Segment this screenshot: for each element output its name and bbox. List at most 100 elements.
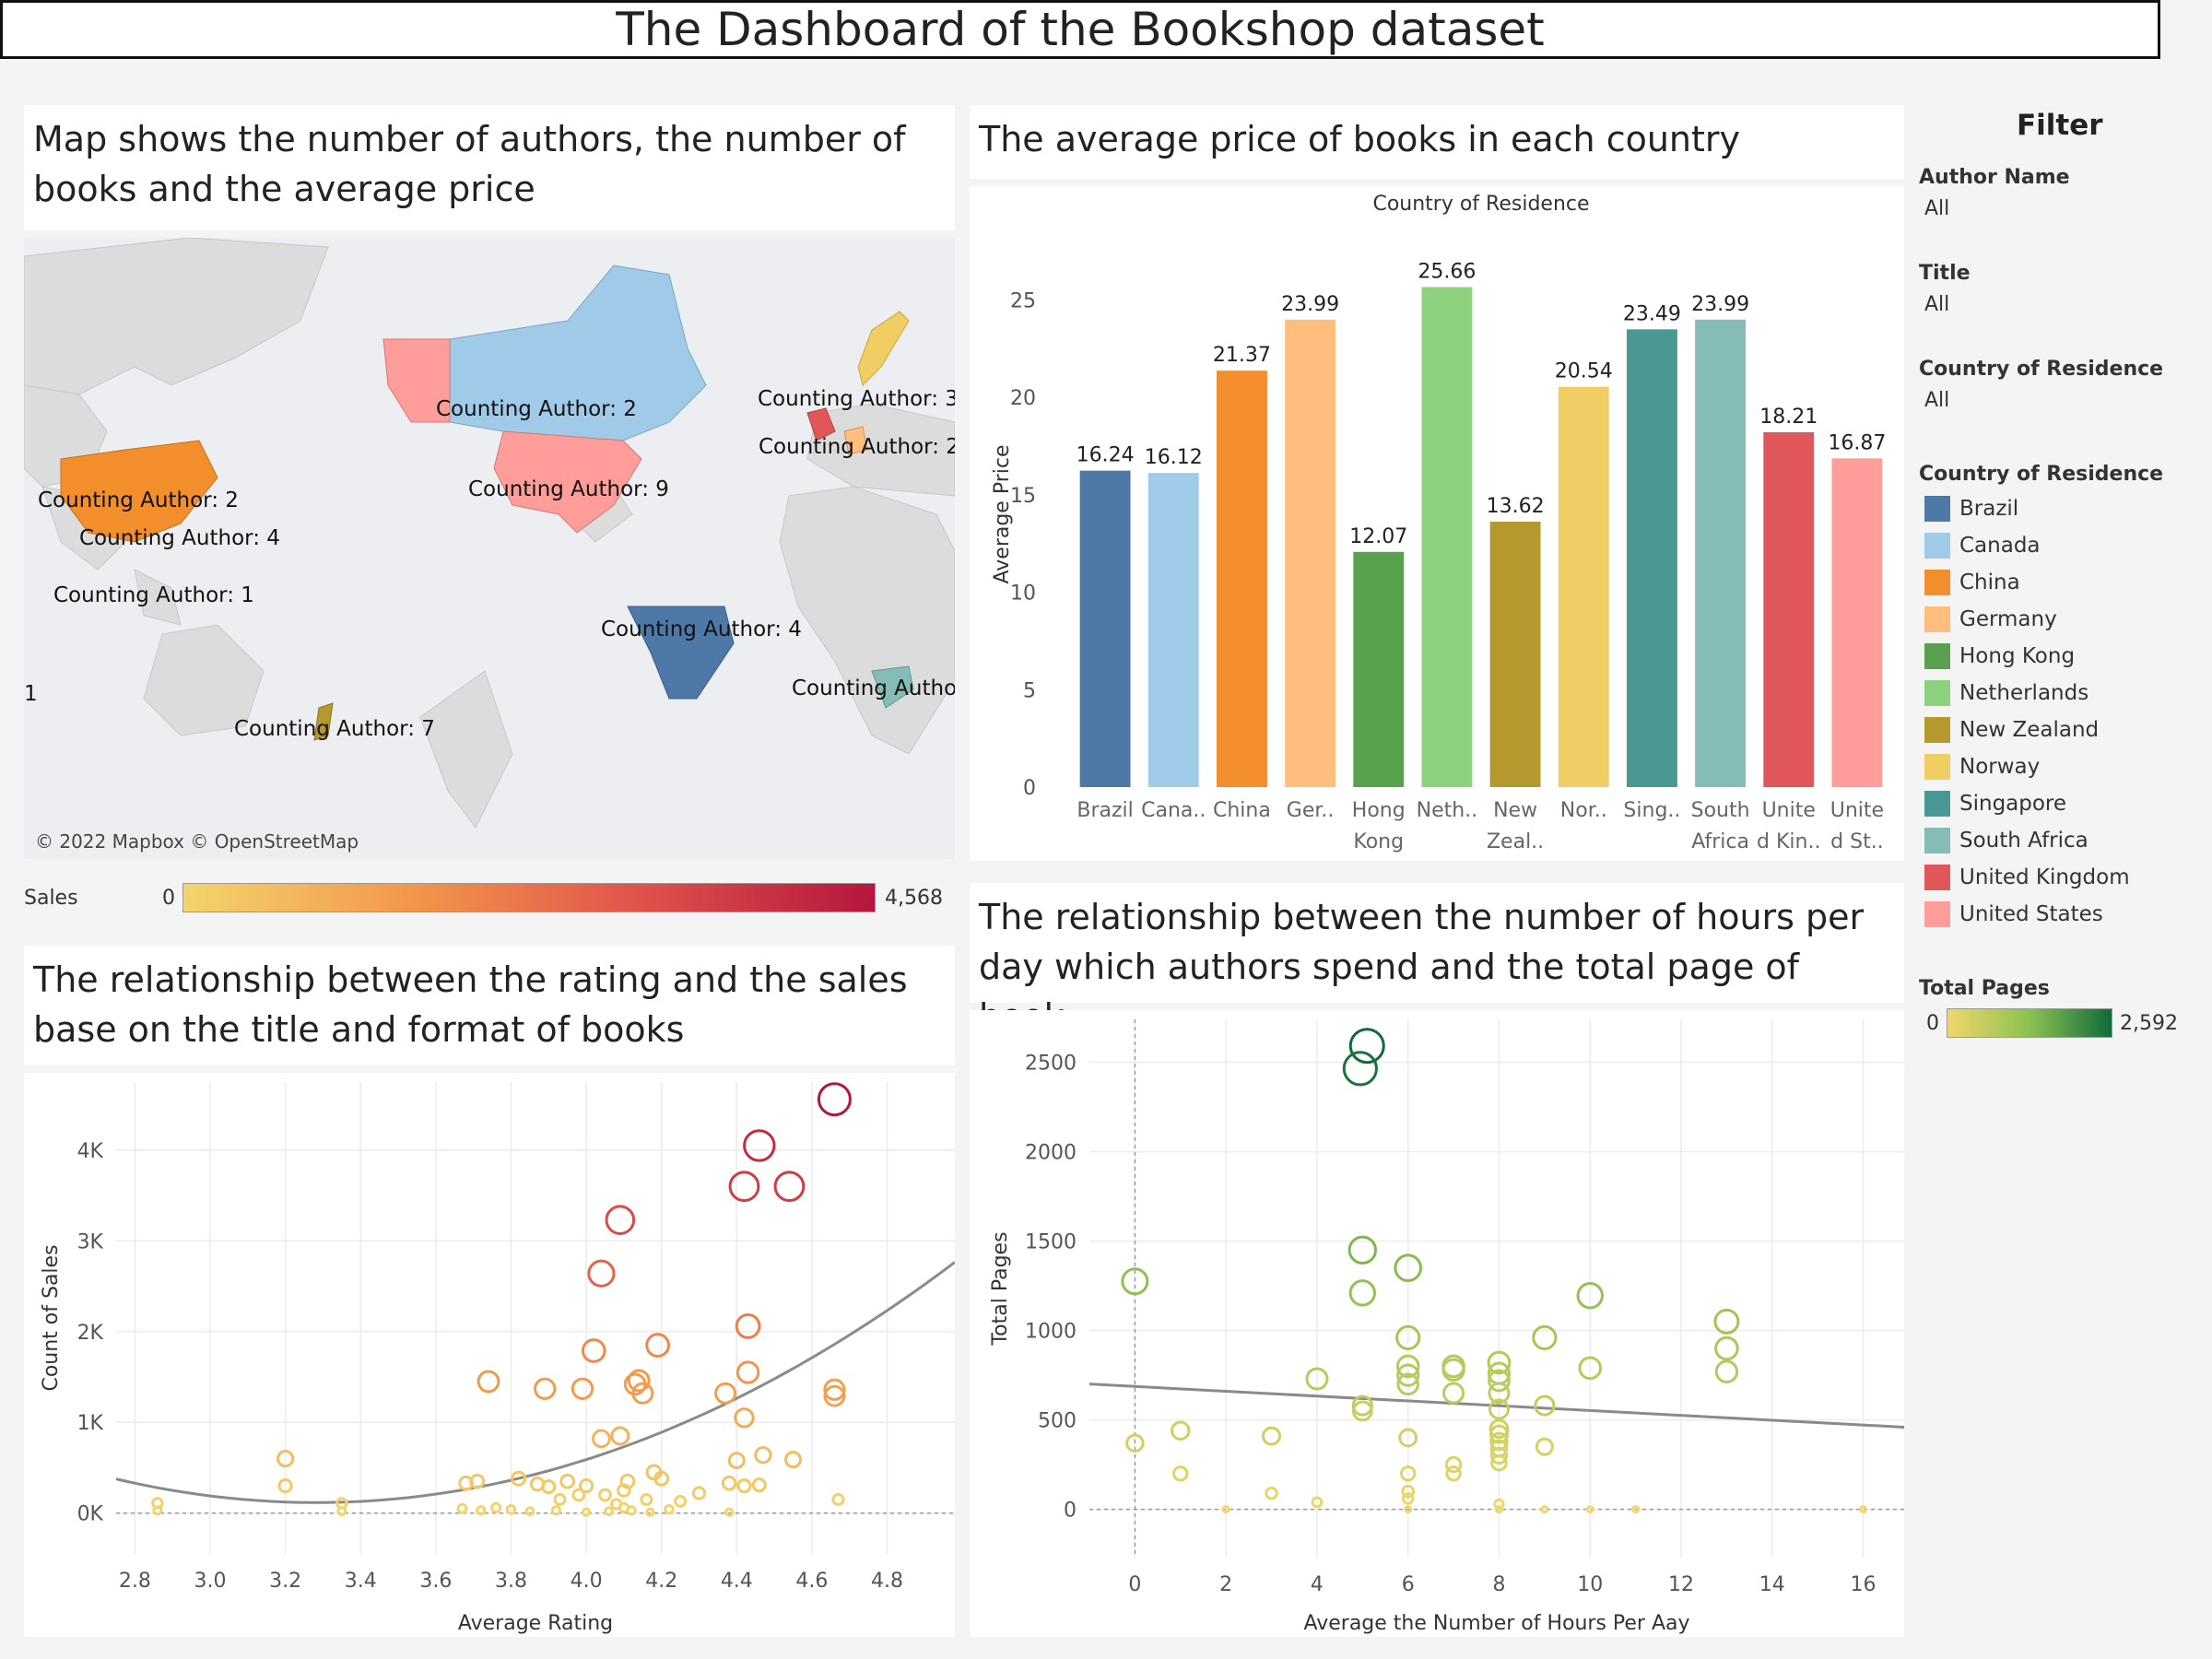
dashboard-title-text: The Dashboard of the Bookshop dataset — [616, 3, 1545, 56]
sc1-point — [276, 1450, 295, 1468]
sc1-point — [674, 1494, 688, 1508]
legend-item-singapore[interactable]: Singapore — [1924, 787, 2066, 820]
sc2-x-tick: 0 — [1128, 1573, 1141, 1596]
sc1-point — [754, 1445, 772, 1465]
map-country-canada[interactable] — [449, 265, 707, 441]
map-title: Map shows the number of authors, the num… — [24, 105, 955, 230]
bar-value-label: 23.49 — [1623, 302, 1681, 325]
sc1-y-tick: 3K — [77, 1230, 104, 1253]
scatter2-panel[interactable]: 0 2 4 6 8 10 12 14 16 0 500 1000 1500 2000 2500 Average… — [970, 1010, 1905, 1637]
bar-y-tick: 5 — [1023, 679, 1036, 702]
sc2-y-tick: 1000 — [1025, 1321, 1077, 1344]
bar-x-tick: Unite — [1762, 799, 1816, 822]
sc2-y-tick: 1500 — [1025, 1231, 1077, 1254]
sc2-point — [1441, 1358, 1465, 1382]
bar-canada — [1147, 473, 1199, 787]
sc1-point — [476, 1505, 487, 1516]
legend-item-germany[interactable]: Germany — [1924, 603, 2057, 636]
map-country-norway[interactable] — [857, 311, 910, 386]
sc1-point — [592, 1429, 611, 1449]
sc2-point — [1488, 1398, 1510, 1420]
map-panel[interactable]: Counting Author: 2 Counting Author: 9 Coun… — [23, 237, 959, 859]
filter-country-value[interactable]: All — [1924, 389, 1950, 412]
filter-title-value[interactable]: All — [1924, 293, 1950, 316]
sc1-y-tick: 0K — [77, 1503, 104, 1526]
sc1-point — [645, 1507, 655, 1517]
sc2-y-tick: 0 — [1064, 1500, 1077, 1523]
map-label-new-zealand: Counting Author: 7 — [234, 717, 435, 741]
legend-item-south-africa[interactable]: South Africa — [1924, 824, 2088, 857]
bar-title: The average price of books in each count… — [970, 105, 1904, 179]
sales-gradient-bar — [182, 883, 876, 912]
sc2-point — [1859, 1505, 1868, 1514]
legend-item-united-kingdom[interactable]: United Kingdom — [1924, 861, 2130, 894]
legend-label: Singapore — [1959, 792, 2067, 816]
map-country-china[interactable] — [60, 440, 218, 543]
map-label-south-africa: Counting Autho — [792, 677, 955, 700]
map-country-brazil[interactable] — [627, 606, 735, 700]
sc2-y-tick: 500 — [1038, 1410, 1077, 1433]
sc1-point — [605, 1205, 636, 1235]
sc1-point — [610, 1426, 630, 1446]
sales-legend-max: 4,568 — [885, 887, 943, 910]
sc2-point — [1395, 1324, 1421, 1350]
sc2-point — [1489, 1446, 1509, 1465]
sc1-point — [581, 1507, 592, 1517]
scatter1-chart: 2.8 3.0 3.2 3.4 3.6 3.8 4.0 4.2 4.4 4.6 4.8 0K 1K 2K 3… — [40, 1082, 956, 1635]
legend-item-canada[interactable]: Canada — [1924, 529, 2041, 562]
map-label-canada: Counting Author: 2 — [436, 397, 637, 421]
legend-item-china[interactable]: China — [1924, 566, 2020, 599]
legend-swatch — [1924, 791, 1950, 817]
sc2-x-tick: 14 — [1759, 1573, 1785, 1596]
bar-china — [1216, 371, 1267, 787]
sc2-point — [1311, 1496, 1324, 1509]
bar-x-tick: Brazil — [1077, 799, 1133, 822]
legend-item-united-states[interactable]: United States — [1924, 898, 2103, 931]
sc2-point — [1401, 1484, 1416, 1499]
bar-value-label: 20.54 — [1555, 360, 1613, 383]
bar-panel[interactable]: Country of Residence 0 5 10 15 20 25 Average Pr… — [970, 186, 1904, 861]
sc2-point — [1540, 1505, 1549, 1514]
bar-chart-title: Country of Residence — [1372, 193, 1589, 216]
total-pages-legend-label: Total Pages — [1919, 977, 2050, 1000]
sc1-point — [524, 1506, 535, 1517]
legend-label: South Africa — [1959, 829, 2088, 853]
sc2-point — [1342, 1051, 1378, 1087]
sc2-point — [1305, 1367, 1329, 1391]
sc2-point — [1398, 1428, 1418, 1448]
filter-author-value[interactable]: All — [1924, 197, 1950, 220]
bar-chart: Country of Residence 0 5 10 15 20 25 Average Pr… — [991, 193, 1886, 853]
legend-item-hong-kong[interactable]: Hong Kong — [1924, 640, 2075, 673]
map-land-south-america — [419, 670, 513, 829]
sc2-point — [1585, 1505, 1594, 1514]
filter-country-label: Country of Residence — [1919, 358, 2164, 381]
legend-item-new-zealand[interactable]: New Zealand — [1924, 713, 2099, 747]
legend-swatch — [1924, 643, 1950, 669]
sc1-point — [458, 1475, 474, 1491]
sc1-point — [559, 1473, 576, 1489]
legend-item-netherlands[interactable]: Netherlands — [1924, 677, 2088, 710]
legend-item-brazil[interactable]: Brazil — [1924, 492, 2018, 525]
map-country-germany[interactable] — [843, 426, 868, 455]
sc2-y-tick: 2000 — [1025, 1142, 1077, 1165]
map-country-new-zealand[interactable] — [313, 702, 334, 741]
sc1-point — [604, 1506, 614, 1517]
sc2-point — [1532, 1324, 1558, 1350]
map-country-south-africa[interactable] — [871, 665, 914, 709]
sc1-point — [623, 1372, 647, 1396]
map-country-united-states[interactable] — [493, 430, 642, 534]
scatter1-panel[interactable]: 2.8 3.0 3.2 3.4 3.6 3.8 4.0 4.2 4.4 4.6 4.8 0K 1K 2K 3… — [24, 1073, 956, 1637]
legend-item-norway[interactable]: Norway — [1924, 750, 2040, 783]
map-country-united-kingdom[interactable] — [806, 407, 836, 441]
legend-swatch — [1924, 533, 1950, 559]
bar-value-label: 23.99 — [1691, 293, 1749, 316]
sc1-point — [735, 1312, 761, 1339]
sc2-point — [1488, 1424, 1509, 1444]
sc1-point — [724, 1507, 735, 1517]
bar-y-tick: 25 — [1010, 289, 1036, 312]
sc1-point — [653, 1470, 670, 1487]
map-country-alaska[interactable] — [382, 338, 451, 423]
sc2-point — [1631, 1505, 1641, 1514]
filter-author-label: Author Name — [1919, 166, 2070, 189]
sc2-point — [1396, 1372, 1419, 1396]
